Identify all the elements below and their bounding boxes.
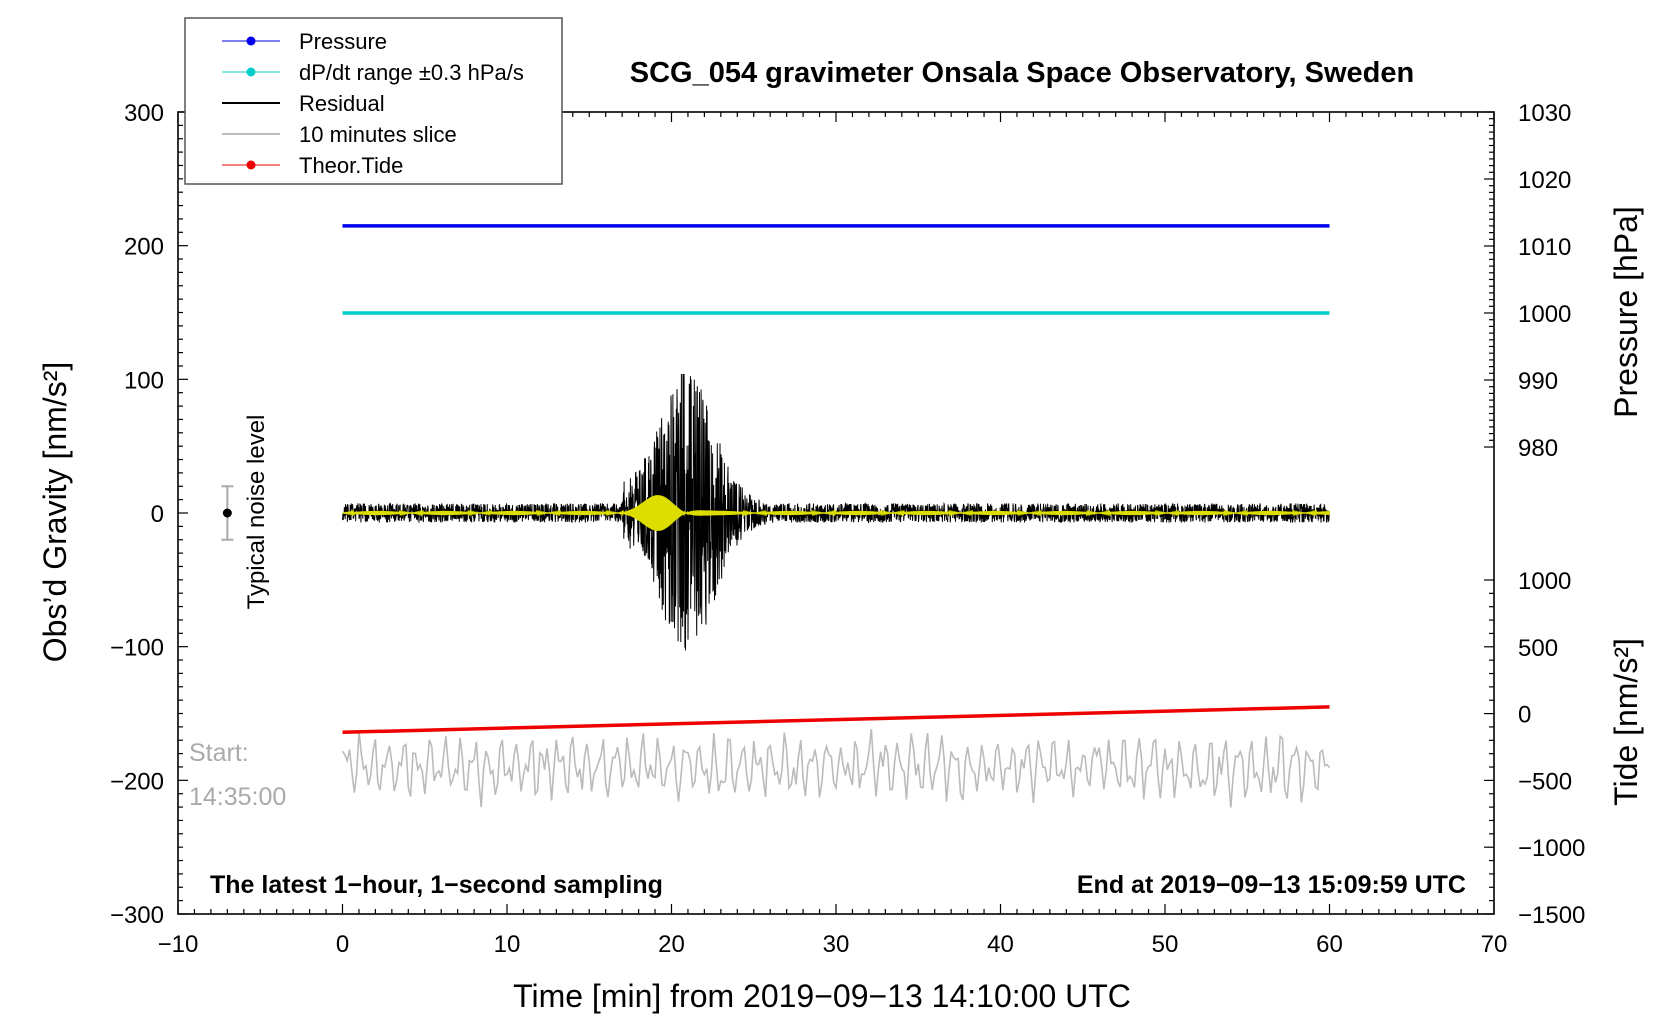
- legend-label: Pressure: [299, 29, 387, 54]
- legend-label: Residual: [299, 91, 385, 116]
- legend-marker: [246, 36, 256, 46]
- x-tick-label: 10: [494, 931, 521, 958]
- legend-marker: [246, 160, 256, 170]
- noise-level-indicator: Typical noise level: [221, 415, 270, 610]
- x-axis-title: Time [min] from 2019−09−13 14:10:00 UTC: [513, 978, 1131, 1014]
- y-tick-label: −200: [110, 768, 164, 795]
- y-axis-title-gravity: Obs’d Gravity [nm/s²]: [37, 362, 73, 663]
- y-tick-label: 200: [124, 234, 164, 261]
- series-filtered-residual: [342, 495, 1331, 531]
- x-tick-label: 60: [1316, 931, 1343, 958]
- series-theor-tide: [342, 705, 1330, 735]
- x-tick-label: 0: [336, 931, 349, 958]
- y-axis-title-tide: Tide [nm/s²]: [1608, 638, 1644, 806]
- y-tick-label: −300: [110, 902, 164, 929]
- legend-label: dP/dt range ±0.3 hPa/s: [299, 60, 524, 85]
- legend-label: 10 minutes slice: [299, 122, 457, 147]
- x-tick-label: 40: [987, 931, 1014, 958]
- chart-title: SCG_054 gravimeter Onsala Space Observat…: [630, 57, 1414, 89]
- series-10-minutes-slice: [341, 729, 1331, 808]
- tick-labels: −10 0 10 20 30 40 50 60 70−300−200−1000100200300…: [110, 100, 1585, 958]
- sampling-note: The latest 1−hour, 1−second sampling: [210, 871, 663, 899]
- y-tick-label: 0: [151, 501, 164, 528]
- tide-tick-label: 1000: [1518, 568, 1571, 595]
- legend-marker: [246, 67, 256, 77]
- y-axis-title-pressure: Pressure [hPa]: [1608, 206, 1644, 418]
- x-tick-label: −10: [158, 931, 199, 958]
- tide-tick-label: 500: [1518, 635, 1558, 662]
- x-tick-label: 70: [1481, 931, 1508, 958]
- legend-box: [184, 17, 563, 185]
- tide-tick-label: 0: [1518, 702, 1531, 729]
- plot-frame: [177, 111, 1495, 915]
- tide-tick-label: −1500: [1518, 902, 1585, 929]
- y-tick-label: −100: [110, 635, 164, 662]
- legend: Pressure dP/dt range ±0.3 hPa/s Residual 10…: [184, 17, 563, 185]
- series-residual: [342, 373, 1330, 651]
- noise-level-center: [222, 508, 232, 518]
- pressure-tick-label: 1020: [1518, 167, 1571, 194]
- pressure-tick-label: 1000: [1518, 301, 1571, 328]
- tide-tick-label: −500: [1518, 768, 1572, 795]
- y-tick-label: 100: [124, 367, 164, 394]
- x-tick-label: 30: [823, 931, 850, 958]
- y-tick-label: 300: [124, 100, 164, 127]
- x-tick-label: 20: [658, 931, 685, 958]
- pressure-tick-label: 1030: [1518, 100, 1571, 127]
- x-tick-label: 50: [1152, 931, 1179, 958]
- end-note: End at 2019−09−13 15:09:59 UTC: [1077, 871, 1466, 899]
- legend-label: Theor.Tide: [299, 153, 403, 178]
- pressure-tick-label: 980: [1518, 435, 1558, 462]
- pressure-tick-label: 990: [1518, 368, 1558, 395]
- noise-level-label: Typical noise level: [243, 415, 270, 610]
- tide-tick-label: −1000: [1518, 835, 1585, 862]
- series-layer: [341, 224, 1331, 808]
- start-label: Start:: [189, 739, 249, 767]
- start-time: 14:35:00: [189, 783, 286, 811]
- pressure-tick-label: 1010: [1518, 234, 1571, 261]
